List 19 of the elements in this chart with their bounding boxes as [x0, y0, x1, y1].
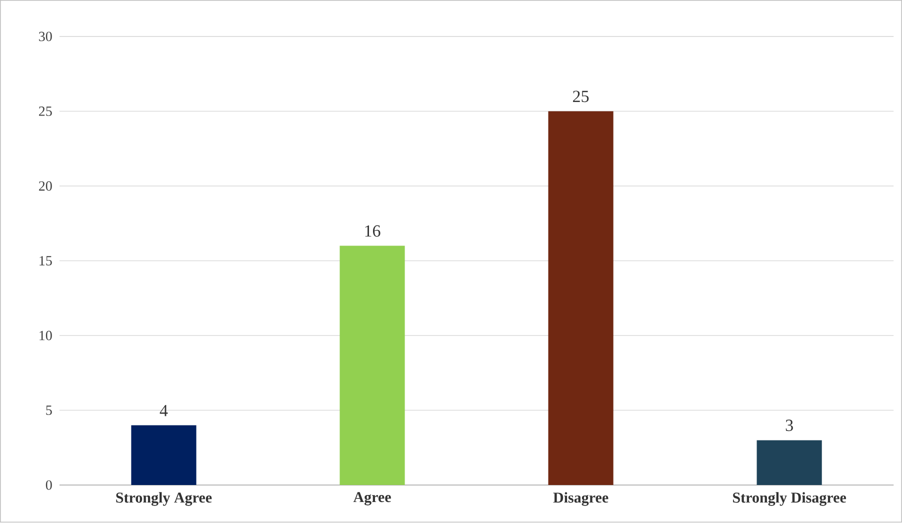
bar	[548, 111, 614, 486]
bar	[340, 246, 405, 486]
x-tick-label: Strongly Disagree	[733, 492, 846, 506]
data-label: 3	[786, 420, 793, 432]
y-tick-label: 30	[39, 32, 52, 42]
y-tick-label: 20	[39, 182, 52, 191]
data-label: 16	[365, 226, 380, 237]
data-label: 25	[573, 90, 589, 102]
bar	[756, 440, 822, 486]
x-tick-label: Disagree	[553, 492, 608, 506]
y-tick-label: 5	[46, 406, 52, 416]
data-label: 4	[160, 405, 168, 416]
y-tick-label: 25	[39, 106, 52, 116]
x-tick-label: Agree	[353, 492, 391, 506]
y-tick-label: 10	[40, 331, 52, 340]
y-tick-label: 0	[46, 480, 52, 490]
y-tick-label: 15	[40, 256, 52, 266]
x-tick-label: Strongly Agree	[116, 492, 212, 506]
bar	[131, 425, 196, 486]
